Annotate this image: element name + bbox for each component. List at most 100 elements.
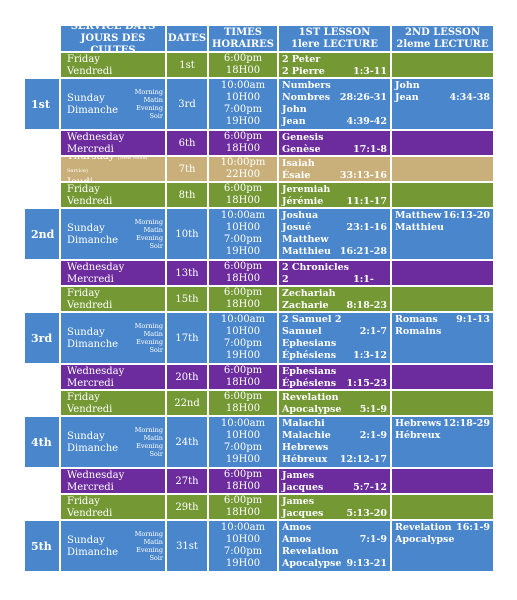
second-lesson-cell: Matthew 16:13-20 Matthieu: [391, 208, 494, 260]
lesson-reference: 33:13-16: [339, 170, 387, 181]
time-label: 6:00pm: [223, 53, 263, 64]
week-cell: [24, 364, 60, 390]
lesson-book: Revelation: [395, 522, 452, 533]
service-day-cell: Friday Vendredi: [60, 182, 166, 208]
first-lesson-cell: Zechariah Zacharie 8:18-23: [278, 286, 391, 312]
service-type-labels: Morning Matin Evening Soir: [135, 417, 163, 467]
lesson-book: Hebrews: [395, 418, 442, 429]
times-cell: 10:00am 10H00 7:00pm 19H00: [208, 208, 278, 260]
date-cell: 13th: [166, 260, 208, 286]
lesson-book: Malachi: [282, 418, 325, 429]
times-cell: 6:00pm 18H00: [208, 494, 278, 520]
day-name-fr: Mercredi: [67, 482, 114, 493]
lesson-book: Éphésiens: [282, 378, 337, 389]
time-label: 10H00: [225, 222, 261, 233]
lesson-book: Isaiah: [282, 158, 315, 169]
lesson-reference: 28:26-31: [339, 92, 387, 103]
time-label: 18H00: [225, 507, 261, 518]
times-cell: 6:00pm 18H00: [208, 130, 278, 156]
header-dates: DATES: [166, 25, 208, 52]
lesson-book: Hébreux: [395, 430, 441, 441]
service-type-label: Morning: [134, 218, 163, 226]
time-label: 7:00pm: [223, 442, 263, 453]
lesson-reference: 2:1-7: [359, 326, 387, 337]
service-type-label: Matin: [143, 226, 163, 234]
time-label: 6:00pm: [223, 261, 263, 272]
date-cell: 29th: [166, 494, 208, 520]
time-label: 19H00: [225, 116, 261, 127]
date-cell: 1st: [166, 52, 208, 78]
lesson-reference: 9:1-13: [456, 314, 490, 325]
first-lesson-cell: Malachi Malachie 2:1-9 Hebrews Hébreux 12:12-…: [278, 416, 391, 468]
week-cell: 5th: [24, 520, 60, 572]
service-day-cell: Friday Vendredi: [60, 494, 166, 520]
day-name: Friday: [67, 288, 100, 299]
time-label: 18H00: [225, 377, 261, 388]
week-cell: [24, 468, 60, 494]
lesson-book: Amos: [282, 522, 312, 533]
day-name: Friday: [67, 496, 100, 507]
service-type-label: Soir: [149, 112, 163, 120]
time-label: 18H00: [225, 481, 261, 492]
day-name-fr: Dimanche: [67, 443, 119, 454]
time-label: 18H00: [225, 65, 261, 76]
week-cell: 1st: [24, 78, 60, 130]
first-lesson-cell: 2 Samuel 2 Samuel 2:1-7 Ephesians Éphésiens 1…: [278, 312, 391, 364]
date-cell: 17th: [166, 312, 208, 364]
service-day-cell: Wednesday Mercredi: [60, 364, 166, 390]
times-cell: 6:00pm 18H00: [208, 364, 278, 390]
first-lesson-cell: James Jacques 5:13-20: [278, 494, 391, 520]
lesson-book: Revelation: [282, 392, 339, 403]
time-label: 6:00pm: [223, 131, 263, 142]
times-cell: 6:00pm 18H00: [208, 286, 278, 312]
time-label: 10:00pm: [220, 157, 266, 168]
lesson-book: Nombres: [282, 92, 331, 103]
second-lesson-cell: [391, 130, 494, 156]
lesson-book: Matthew: [282, 234, 329, 245]
date-cell: 15th: [166, 286, 208, 312]
lesson-book: Matthieu: [395, 222, 444, 233]
times-cell: 6:00pm 18H00: [208, 468, 278, 494]
times-cell: 10:00am 10H00 7:00pm 19H00: [208, 78, 278, 130]
day-name-fr: Dimanche: [67, 235, 119, 246]
service-day-cell: Friday Vendredi: [60, 390, 166, 416]
week-cell: 4th: [24, 416, 60, 468]
service-day-cell: Wednesday Mercredi: [60, 130, 166, 156]
time-label: 7:00pm: [223, 234, 263, 245]
time-label: 19H00: [225, 246, 261, 257]
day-name-fr: Dimanche: [67, 547, 119, 558]
header-label-fr: 1lere LECTURE: [291, 38, 378, 50]
lesson-reference: 23:1-16: [346, 222, 387, 233]
lesson-book: Romains: [395, 326, 442, 337]
service-type-label: Evening: [136, 234, 163, 242]
header-label: DATES: [167, 32, 207, 44]
time-label: 10:00am: [220, 418, 266, 429]
day-name: Sunday: [67, 431, 105, 442]
second-lesson-cell: [391, 468, 494, 494]
first-lesson-cell: Genesis Genèse 17:1-8: [278, 130, 391, 156]
time-label: 19H00: [225, 558, 261, 569]
time-label: 6:00pm: [223, 469, 263, 480]
lesson-book: Revelation: [282, 546, 339, 557]
lesson-book: Apocalypse: [282, 404, 342, 415]
second-lesson-cell: John Jean 4:34-38: [391, 78, 494, 130]
first-lesson-cell: Revelation Apocalypse 5:1-9: [278, 390, 391, 416]
time-label: 7:00pm: [223, 338, 263, 349]
date-label: 27th: [175, 475, 199, 487]
header-times: TIMES HORAIRES: [208, 25, 278, 52]
service-type-label: Soir: [149, 346, 163, 354]
service-type-label: Morning: [134, 322, 163, 330]
week-cell: [24, 182, 60, 208]
week-label: 3rd: [31, 331, 53, 345]
day-name: Sunday: [67, 93, 105, 104]
times-cell: 6:00pm 18H00: [208, 52, 278, 78]
day-name-fr: Jeudi: [67, 176, 93, 182]
day-name: Thursday: [67, 156, 115, 162]
lesson-book: Hebrews: [282, 442, 329, 453]
week-label: 1st: [31, 97, 50, 111]
day-name-fr: Dimanche: [67, 339, 119, 350]
times-cell: 6:00pm 18H00: [208, 182, 278, 208]
time-label: 18H00: [225, 299, 261, 310]
time-label: 10:00am: [220, 314, 266, 325]
lesson-book: Amos: [282, 534, 312, 545]
